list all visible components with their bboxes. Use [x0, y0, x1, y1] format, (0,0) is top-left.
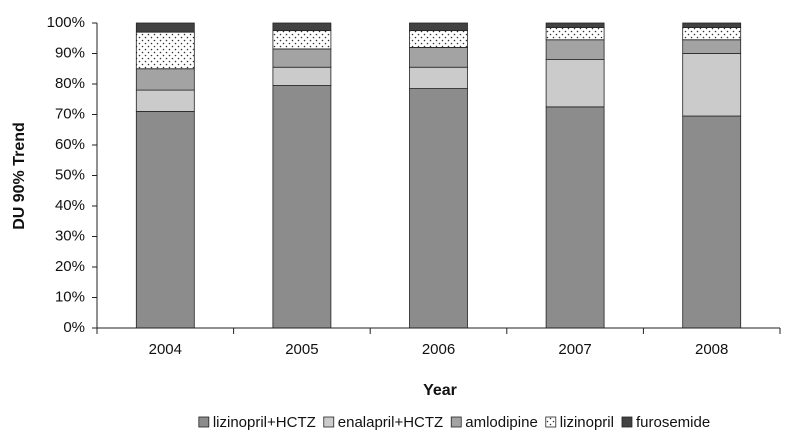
legend-swatch [450, 416, 462, 428]
bar-segment [272, 66, 332, 86]
y-tick-label: 70% [55, 105, 85, 122]
y-tick-label: 80% [55, 75, 85, 92]
bar-segment [545, 59, 605, 108]
bar-segment [135, 111, 195, 329]
legend-label: lizinopril [560, 414, 614, 431]
legend-label: enalapril+HCTZ [338, 414, 443, 431]
y-axis-title: DU 90% Trend [11, 122, 28, 230]
y-tick-label: 20% [55, 258, 85, 275]
bar-segment [682, 39, 742, 54]
bar-segment [545, 106, 605, 329]
bar-segment [135, 31, 195, 70]
y-tick-label: 30% [55, 227, 85, 244]
bar-segment [272, 30, 332, 50]
y-tick-label: 60% [55, 136, 85, 153]
y-tick-label: 0% [63, 319, 85, 336]
bar-segment [135, 68, 195, 91]
x-tick-label: 2005 [285, 341, 318, 358]
y-tick-label: 100% [47, 14, 85, 31]
bar-segment [409, 66, 468, 89]
bar-segment [682, 22, 742, 28]
bar-segment [272, 85, 332, 329]
bar-segment [545, 39, 605, 61]
legend-swatch [323, 416, 335, 428]
x-tick-label: 2004 [149, 341, 182, 358]
bar-segment [409, 30, 468, 48]
x-tick-label: 2008 [695, 341, 728, 358]
legend-swatch [198, 416, 210, 428]
bar-segment [682, 115, 742, 329]
bar-segment [545, 22, 605, 28]
bar-segment [545, 27, 605, 41]
legend-label: furosemide [636, 414, 710, 431]
x-axis-title: Year [423, 382, 457, 399]
legend-label: amlodipine [465, 414, 538, 431]
bar-segment [409, 88, 468, 329]
legend-swatch [621, 416, 633, 428]
x-tick-label: 2007 [558, 341, 591, 358]
y-tick-label: 90% [55, 44, 85, 61]
bar-segment [682, 53, 742, 117]
y-tick-label: 50% [55, 166, 85, 183]
bar-segment [272, 48, 332, 68]
y-tick-label: 10% [55, 288, 85, 305]
legend-label: lizinopril+HCTZ [213, 414, 316, 431]
legend-swatch [545, 416, 557, 428]
bar-segment [272, 22, 332, 32]
x-tick-label: 2006 [422, 341, 455, 358]
y-tick-label: 40% [55, 197, 85, 214]
bar-segment [682, 27, 742, 41]
bar-segment [135, 89, 195, 112]
bar-segment [409, 47, 468, 68]
bar-segment [135, 22, 195, 33]
bar-segment [409, 22, 468, 32]
